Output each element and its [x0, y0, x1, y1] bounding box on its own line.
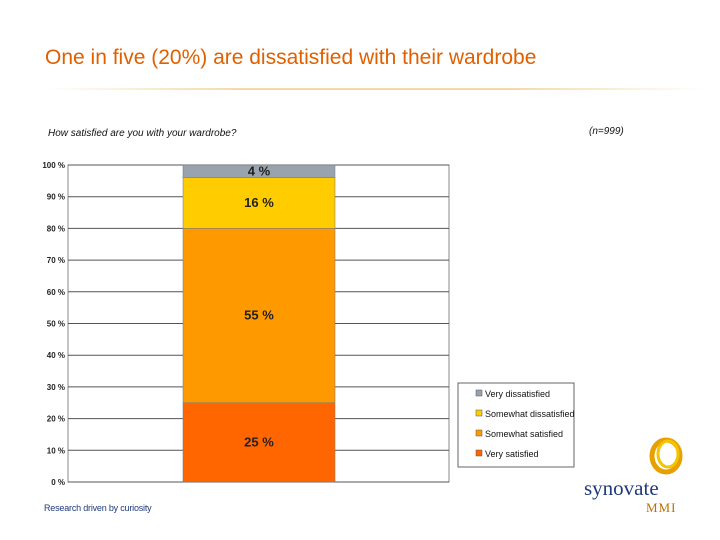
legend-swatch — [475, 389, 483, 397]
y-tick-label: 100 % — [42, 161, 65, 170]
y-tick-label: 10 % — [47, 446, 65, 455]
title-divider — [45, 88, 705, 90]
y-tick-label: 90 % — [47, 193, 65, 202]
y-tick-label: 40 % — [47, 351, 65, 360]
y-tick-label: 30 % — [47, 383, 65, 392]
logo-subtitle: MMI — [646, 500, 677, 515]
footer-tagline: Research driven by curiosity — [44, 503, 152, 513]
y-tick-label: 70 % — [47, 256, 65, 265]
bar-segment — [182, 228, 336, 403]
data-label: 16 % — [244, 195, 274, 210]
data-label: 4 % — [248, 163, 271, 178]
data-label: 25 % — [244, 434, 274, 449]
y-tick-label: 0 % — [51, 478, 65, 487]
synovate-logo-icon — [649, 437, 683, 475]
legend-swatch — [475, 429, 483, 437]
logo-wordmark: synovate — [584, 476, 659, 500]
data-label: 55 % — [244, 308, 274, 323]
y-tick-label: 60 % — [47, 288, 65, 297]
survey-question: How satisfied are you with your wardrobe… — [48, 128, 237, 139]
legend-label: Somewhat dissatisfied — [485, 409, 575, 419]
bar-segment — [182, 164, 336, 178]
y-tick-label: 20 % — [47, 415, 65, 424]
legend-swatch — [475, 409, 483, 417]
legend-swatch — [475, 449, 483, 457]
y-tick-label: 80 % — [47, 224, 65, 233]
sample-size: (n=999) — [589, 126, 624, 137]
legend-label: Very satisfied — [485, 449, 539, 459]
slide-title: One in five (20%) are dissatisfied with … — [45, 46, 537, 69]
y-tick-label: 50 % — [47, 320, 65, 329]
legend-label: Very dissatisfied — [485, 389, 550, 399]
legend-label: Somewhat satisfied — [485, 429, 563, 439]
